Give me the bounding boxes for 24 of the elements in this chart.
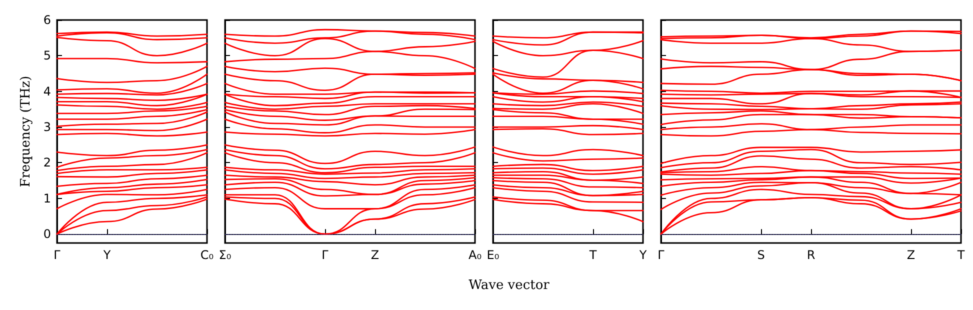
y-tick-label: 1 [43,191,51,206]
x-tick-label: Z [906,248,916,262]
y-tick-label: 0 [43,227,51,242]
x-tick-label: Γ [54,248,61,262]
x-tick-label: E₀ [486,248,500,262]
x-tick-label: S [757,248,765,262]
y-tick-label: 4 [43,84,51,98]
x-tick-label: Y [102,248,112,262]
y-tick-label: 3 [43,120,51,134]
x-tick-label: A₀ [468,248,482,262]
x-tick-label: Γ [658,248,665,262]
x-axis-title: Wave vector [468,278,550,293]
x-tick-label: Y [638,248,648,262]
x-tick-label: T [956,248,966,262]
x-tick-label: Σ₀ [218,248,232,262]
y-tick-label: 2 [43,156,51,170]
x-tick-label: C₀ [200,248,214,262]
y-tick-label: 6 [43,13,51,27]
x-tick-label: R [806,248,816,262]
x-tick-label: Γ [322,248,329,262]
y-axis-title: Frequency (THz) [18,76,34,188]
x-tick-label: Z [370,248,380,262]
x-tick-label: T [588,248,598,262]
y-tick-label: 5 [43,48,51,63]
